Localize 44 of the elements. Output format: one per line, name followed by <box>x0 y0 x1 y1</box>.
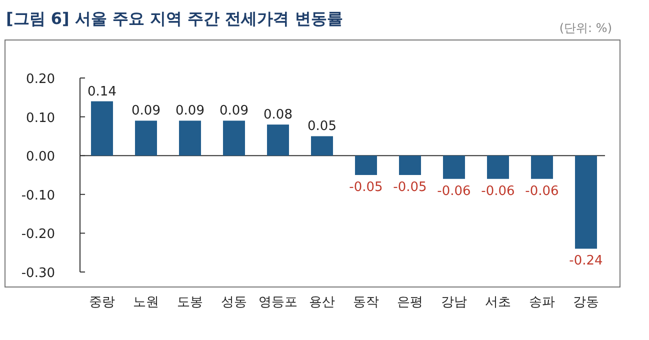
y-tick-label: -0.30 <box>21 266 55 281</box>
x-tick-label: 용산 <box>309 295 335 310</box>
x-tick-label: 성동 <box>221 295 247 310</box>
x-tick-label: 노원 <box>133 295 159 310</box>
bar <box>399 156 421 175</box>
data-label: -0.06 <box>525 184 559 199</box>
bar <box>91 101 113 156</box>
text: (단위: %) <box>559 21 612 35</box>
bar <box>355 156 377 175</box>
x-tick-label: 도봉 <box>177 295 203 310</box>
x-tick-label: 은평 <box>397 295 423 310</box>
chart-title: [그림 6] 서울 주요 지역 주간 전세가격 변동률 <box>6 9 343 28</box>
bar <box>135 120 157 156</box>
y-tick-label: -0.10 <box>21 188 55 204</box>
bar <box>487 156 509 179</box>
x-tick-label: 동작 <box>353 295 379 310</box>
x-tick-label: 서초 <box>485 295 511 310</box>
bar <box>531 156 553 179</box>
bar <box>267 124 289 156</box>
data-label: -0.05 <box>349 180 383 195</box>
bar <box>443 156 465 179</box>
bar <box>311 136 333 156</box>
data-label: 0.05 <box>308 119 336 134</box>
bar <box>575 156 597 249</box>
data-label: 0.09 <box>132 104 160 119</box>
bar <box>223 120 245 156</box>
x-tick-label: 송파 <box>529 295 555 310</box>
data-label: 0.08 <box>264 108 292 123</box>
data-label: 0.09 <box>176 104 204 119</box>
y-tick-label: 0.20 <box>26 72 55 87</box>
data-label: -0.24 <box>569 254 603 269</box>
data-label: -0.06 <box>481 184 515 199</box>
bar <box>179 120 201 156</box>
x-tick-label: 영등포 <box>258 295 298 310</box>
data-label: -0.06 <box>437 184 471 199</box>
data-label: 0.09 <box>220 104 248 119</box>
y-tick-label: 0.10 <box>26 110 55 126</box>
data-label: 0.14 <box>88 84 116 100</box>
data-label: -0.05 <box>393 180 427 195</box>
x-tick-label: 강남 <box>441 295 467 310</box>
y-tick-label: 0.00 <box>26 150 55 165</box>
y-tick-label: -0.20 <box>21 227 55 242</box>
x-tick-label: 중랑 <box>89 295 115 310</box>
x-tick-label: 강동 <box>573 295 599 310</box>
